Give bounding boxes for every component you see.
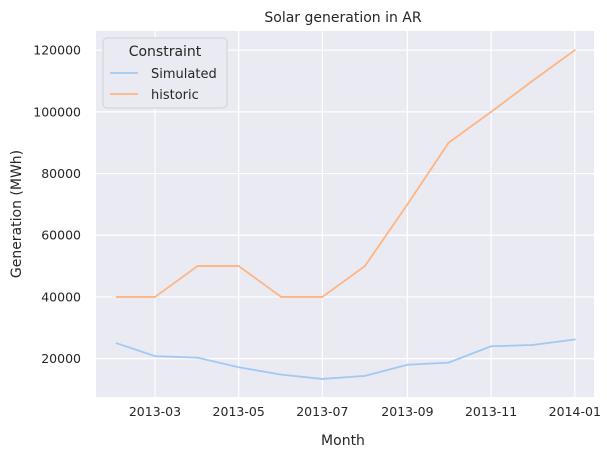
data-point-historic [196, 265, 199, 267]
grid [96, 31, 594, 397]
data-point-historic [573, 49, 576, 52]
data-point-simulated [406, 363, 409, 366]
x-tick-label: 2013-05 [213, 404, 265, 419]
data-point-simulated [196, 356, 199, 359]
series-lines [115, 49, 576, 380]
y-tick-label: 20000 [41, 351, 81, 366]
y-tick-label: 100000 [33, 104, 81, 119]
data-point-simulated [490, 345, 493, 348]
data-point-simulated [115, 342, 118, 345]
data-point-historic [237, 265, 240, 267]
chart-title: Solar generation in AR [264, 10, 422, 26]
data-point-simulated [154, 355, 156, 358]
data-point-simulated [363, 374, 366, 377]
data-point-simulated [573, 338, 576, 341]
x-tick-label: 2013-07 [296, 404, 348, 419]
data-point-historic [280, 296, 283, 298]
series-line-historic [116, 49, 576, 298]
y-tick-label: 120000 [33, 43, 81, 58]
y-axis-label: Generation (MWh) [9, 150, 25, 278]
legend-title: Constraint [129, 44, 202, 60]
x-axis-ticks: 2013-03 2013-05 2013-07 2013-09 2013-11 2014-… [129, 404, 601, 419]
data-point-simulated [447, 361, 450, 364]
data-point-historic [321, 296, 324, 298]
x-axis-label: Month [321, 433, 365, 449]
y-axis-ticks: 20000 40000 60000 80000 100000 120000 [33, 43, 81, 366]
data-point-historic [154, 296, 156, 298]
data-point-historic [406, 203, 409, 206]
data-point-historic [531, 80, 534, 82]
data-point-simulated [280, 373, 283, 376]
data-point-historic [447, 141, 450, 144]
legend: Constraint Simulated historic [102, 37, 228, 109]
series-line-simulated [116, 338, 575, 380]
y-tick-label: 40000 [41, 289, 81, 304]
x-tick-label: 2013-11 [465, 404, 517, 419]
data-point-simulated [321, 378, 324, 380]
legend-label-historic: historic [151, 88, 199, 103]
x-tick-label: 2013-09 [381, 404, 433, 419]
x-tick-label: 2013-03 [129, 404, 181, 419]
legend-label-simulated: Simulated [151, 67, 217, 82]
legend-box [102, 37, 228, 109]
x-tick-label: 2014-01 [549, 404, 601, 419]
y-tick-label: 80000 [41, 166, 81, 181]
data-point-historic [115, 296, 118, 298]
y-tick-label: 60000 [41, 228, 81, 243]
data-point-historic [490, 110, 493, 113]
data-point-simulated [237, 366, 240, 369]
data-point-historic [363, 265, 366, 267]
data-point-simulated [531, 344, 534, 346]
